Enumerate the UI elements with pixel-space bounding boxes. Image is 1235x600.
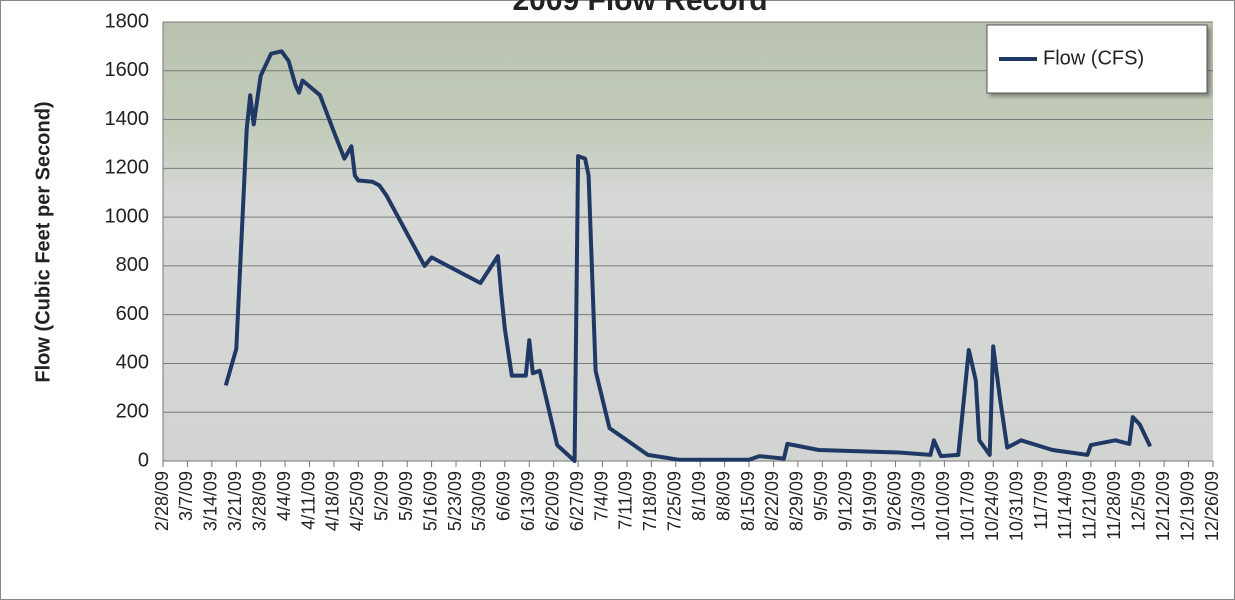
x-tick-label: 12/26/09 — [1202, 471, 1222, 541]
x-tick-label: 3/28/09 — [249, 471, 269, 531]
x-tick-label: 7/25/09 — [665, 471, 685, 531]
x-tick-label: 6/6/09 — [494, 471, 514, 521]
x-tick-label: 9/12/09 — [835, 471, 855, 531]
x-tick-label: 12/5/09 — [1128, 471, 1148, 531]
chart: 2009 Flow Record Flow (Cubic Feet per Se… — [0, 0, 1235, 600]
x-tick-label: 4/11/09 — [298, 471, 318, 530]
x-tick-label: 7/4/09 — [591, 471, 611, 521]
x-tick-label: 3/21/09 — [225, 471, 245, 531]
x-tick-label: 5/9/09 — [396, 471, 416, 521]
y-axis-label: Flow (Cubic Feet per Second) — [32, 101, 54, 382]
x-tick-label: 12/19/09 — [1177, 471, 1197, 541]
page: 2009 Flow Record Flow (Cubic Feet per Se… — [0, 0, 1235, 600]
x-tick-label: 7/11/09 — [616, 471, 636, 530]
legend-label: Flow (CFS) — [1043, 47, 1144, 69]
x-tick-label: 8/8/09 — [713, 471, 733, 521]
x-tick-label: 8/15/09 — [738, 471, 758, 531]
x-tick-label: 8/29/09 — [787, 471, 807, 531]
x-tick-label: 8/1/09 — [689, 471, 709, 521]
x-tick-label: 5/23/09 — [445, 471, 465, 531]
y-tick-label: 200 — [116, 401, 149, 423]
chart-title: 2009 Flow Record — [512, 0, 767, 17]
y-tick-label: 800 — [116, 254, 149, 276]
x-tick-label: 12/12/09 — [1153, 471, 1173, 541]
y-tick-label: 1000 — [105, 205, 150, 227]
x-tick-label: 7/18/09 — [640, 471, 660, 531]
y-tick-label: 1400 — [105, 108, 150, 130]
x-tick-label: 10/17/09 — [958, 471, 978, 541]
y-tick-label: 1800 — [105, 10, 150, 32]
x-tick-label: 4/18/09 — [323, 471, 343, 531]
x-tick-label: 9/26/09 — [884, 471, 904, 531]
y-tick-label: 1200 — [105, 157, 150, 179]
x-tick-label: 11/7/09 — [1031, 471, 1051, 530]
x-tick-label: 6/20/09 — [542, 471, 562, 531]
y-tick-label: 600 — [116, 303, 149, 325]
y-tick-label: 400 — [116, 352, 149, 374]
x-tick-label: 10/31/09 — [1006, 471, 1026, 541]
x-tick-label: 5/30/09 — [469, 471, 489, 531]
x-tick-label: 5/2/09 — [372, 471, 392, 521]
x-tick-label: 11/21/09 — [1080, 471, 1100, 540]
x-tick-label: 6/27/09 — [567, 471, 587, 531]
x-tick-label: 6/13/09 — [518, 471, 538, 531]
x-tick-label: 10/24/09 — [982, 471, 1002, 541]
x-tick-label: 3/7/09 — [176, 471, 196, 521]
y-tick-label: 1600 — [105, 59, 150, 81]
x-tick-label: 10/3/09 — [909, 471, 929, 531]
x-tick-label: 5/16/09 — [420, 471, 440, 531]
x-tick-label: 2/28/09 — [152, 471, 172, 531]
x-tick-label: 8/22/09 — [762, 471, 782, 531]
x-tick-label: 9/19/09 — [860, 471, 880, 531]
x-tick-label: 4/25/09 — [347, 471, 367, 531]
x-tick-label: 9/5/09 — [811, 471, 831, 521]
x-tick-label: 3/14/09 — [201, 471, 221, 531]
x-tick-label: 10/10/09 — [933, 471, 953, 541]
x-tick-label: 11/28/09 — [1104, 471, 1124, 540]
x-tick-label: 4/4/09 — [274, 471, 294, 521]
x-tick-label: 11/14/09 — [1055, 471, 1075, 540]
y-tick-label: 0 — [138, 449, 149, 471]
